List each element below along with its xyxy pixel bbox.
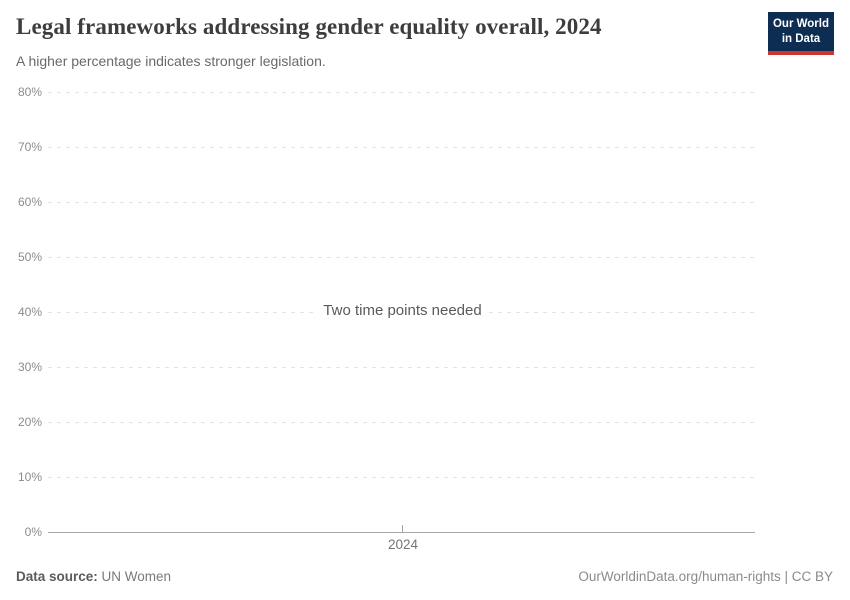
- gridline: [48, 311, 755, 313]
- chart-title: Legal frameworks addressing gender equal…: [16, 14, 602, 39]
- gridline: [48, 366, 755, 368]
- data-source-note: Data source: UN Women: [16, 569, 171, 584]
- gridline: [48, 201, 755, 203]
- gridline-10: 10%: [0, 470, 755, 484]
- x-axis-line: 0%: [0, 525, 755, 539]
- axis-line: [48, 531, 755, 533]
- y-tick-label: 60%: [17, 194, 42, 209]
- attribution-link[interactable]: OurWorldinData.org/human-rights | CC BY: [578, 569, 833, 584]
- owid-logo-line1: Our World: [772, 18, 829, 31]
- y-tick-label: 0%: [24, 524, 42, 539]
- owid-logo-line2: in Data: [781, 32, 821, 45]
- gridline-70: 70%: [0, 140, 755, 154]
- y-tick-label: 30%: [17, 359, 42, 374]
- gridline: [48, 476, 755, 478]
- chart-subtitle: A higher percentage indicates stronger l…: [16, 53, 326, 69]
- chart-empty-state-message: Two time points needed: [0, 302, 805, 319]
- y-tick-label: 50%: [17, 249, 42, 264]
- gridline-50: 50%: [0, 250, 755, 264]
- y-tick-label: 80%: [17, 84, 42, 99]
- gridline-20: 20%: [0, 415, 755, 429]
- x-tick-label-2024: 2024: [387, 537, 419, 552]
- gridline-60: 60%: [0, 195, 755, 209]
- chart-empty-state-text: Two time points needed: [317, 302, 488, 319]
- owid-logo[interactable]: Our World in Data: [768, 12, 834, 55]
- data-source-label: Data source:: [16, 569, 98, 584]
- y-tick-label: 70%: [17, 139, 42, 154]
- y-tick-label: 10%: [17, 469, 42, 484]
- y-tick-label: 20%: [17, 414, 42, 429]
- gridline: [48, 421, 755, 423]
- gridline-30: 30%: [0, 360, 755, 374]
- x-axis-tick-mark: [402, 525, 403, 532]
- data-source-value: UN Women: [97, 569, 172, 584]
- gridline-80: 80%: [0, 85, 755, 99]
- y-tick-label: 40%: [17, 304, 42, 319]
- gridline: [48, 91, 755, 93]
- gridline-40: 40%: [0, 305, 755, 319]
- gridline: [48, 146, 755, 148]
- gridline: [48, 256, 755, 258]
